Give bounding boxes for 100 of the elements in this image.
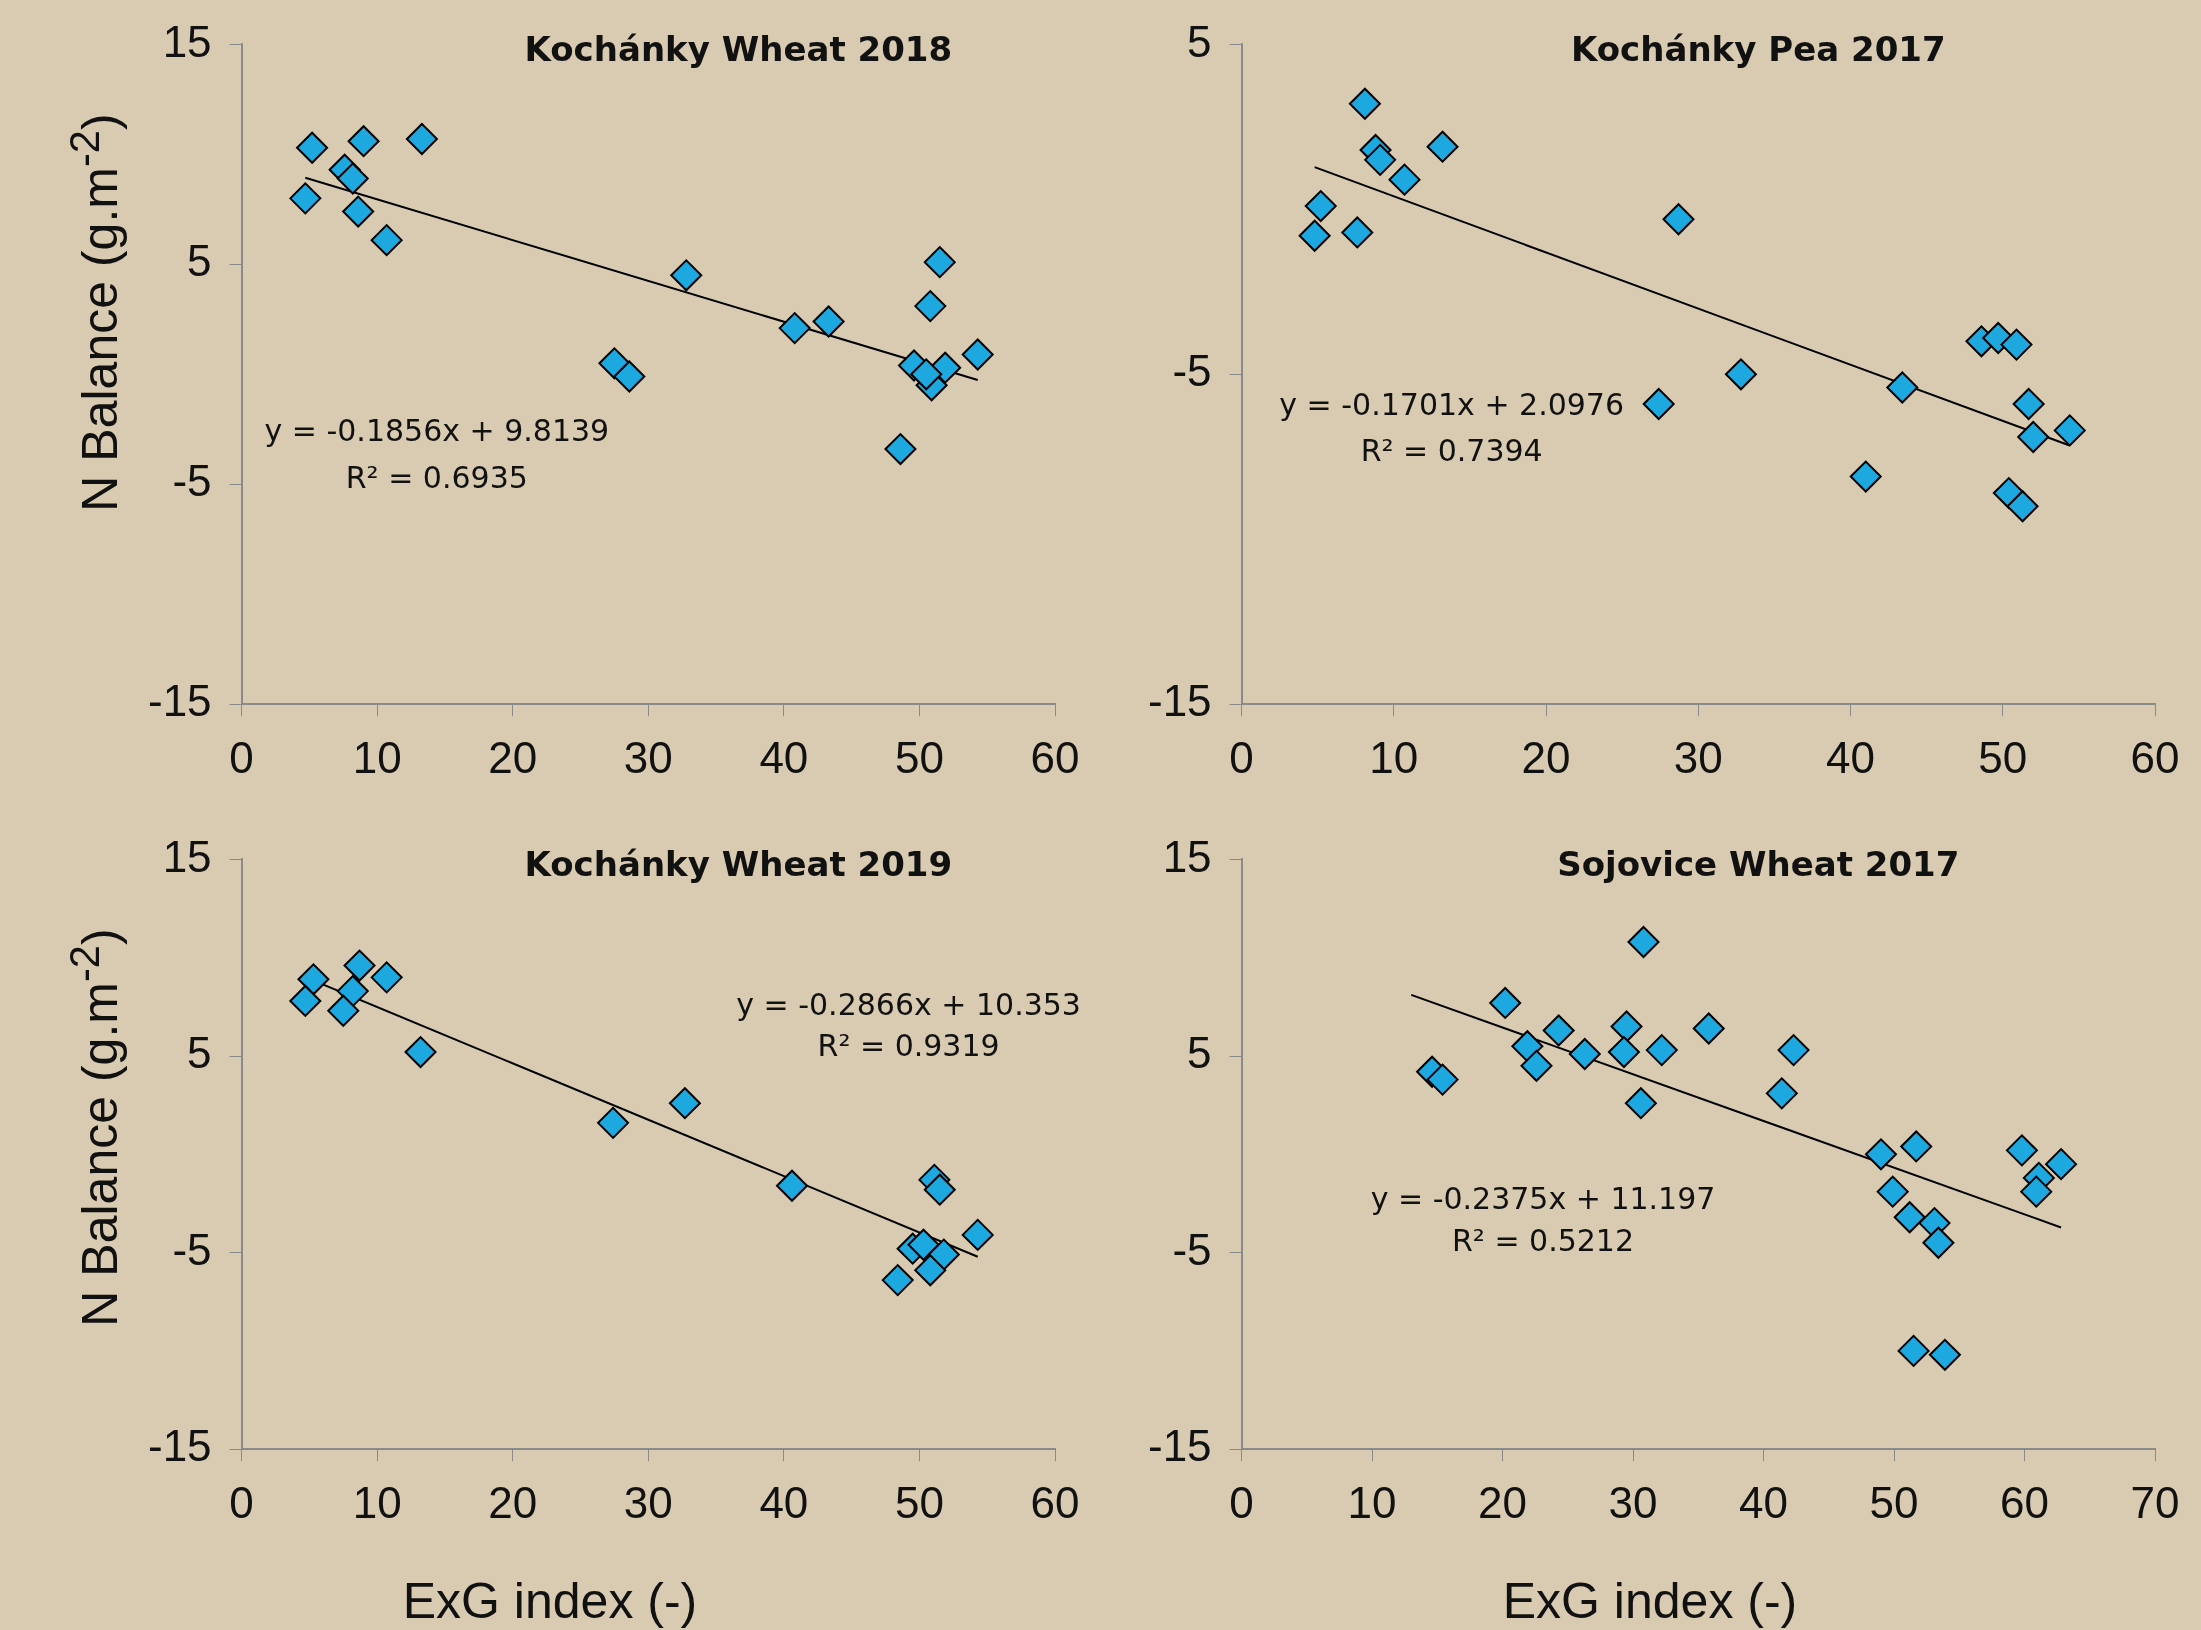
point bbox=[881, 1264, 914, 1297]
x-tick-label: 0 bbox=[1229, 1477, 1254, 1527]
point bbox=[2000, 328, 2033, 361]
point bbox=[1426, 1063, 1459, 1096]
point bbox=[1489, 986, 1522, 1019]
point bbox=[370, 224, 403, 257]
y-tick-label: -15 bbox=[148, 1421, 212, 1471]
x-tick-label: 0 bbox=[229, 732, 254, 782]
x-tick-label: 30 bbox=[1673, 732, 1723, 782]
x-axis-title: ExG index (-) bbox=[1501, 1572, 1799, 1630]
annotation: R² = 0.9319 bbox=[817, 1027, 1000, 1063]
point bbox=[1364, 143, 1397, 176]
chart-title: Sojovice Wheat 2017 bbox=[1557, 844, 1960, 885]
x-tick-label: 0 bbox=[229, 1477, 254, 1527]
point bbox=[668, 1087, 701, 1120]
y-tick-label: 15 bbox=[162, 16, 212, 66]
chart-title: Kochánky Wheat 2019 bbox=[524, 844, 953, 885]
point bbox=[1642, 387, 1675, 420]
x-tick-label: 20 bbox=[488, 732, 538, 782]
point bbox=[297, 963, 330, 996]
point bbox=[1610, 1010, 1643, 1043]
point bbox=[2006, 490, 2039, 523]
point bbox=[776, 1169, 808, 1202]
x-tick-label: 40 bbox=[759, 1477, 809, 1527]
point bbox=[1765, 1077, 1798, 1110]
x-tick-label: 30 bbox=[1608, 1477, 1658, 1527]
point bbox=[289, 182, 322, 215]
x-tick-label: 20 bbox=[1478, 1477, 1528, 1527]
chart-title: Kochánky Wheat 2018 bbox=[524, 29, 953, 70]
point bbox=[1511, 1030, 1544, 1063]
point bbox=[927, 1238, 960, 1271]
y-tick-label: 5 bbox=[187, 236, 212, 286]
point bbox=[1388, 163, 1421, 196]
x-tick-label: 50 bbox=[894, 1477, 944, 1527]
point bbox=[2012, 387, 2045, 420]
point bbox=[778, 312, 811, 345]
point bbox=[910, 358, 943, 391]
point bbox=[347, 125, 380, 158]
point bbox=[1886, 371, 1919, 404]
annotation: R² = 0.5212 bbox=[1451, 1222, 1635, 1258]
point bbox=[1607, 1036, 1640, 1069]
y-tick-label: 15 bbox=[1162, 831, 1212, 881]
x-tick-label: 60 bbox=[2000, 1477, 2049, 1527]
x-tick-label: 10 bbox=[1347, 1477, 1397, 1527]
point bbox=[1922, 1226, 1955, 1259]
point bbox=[1928, 1338, 1961, 1371]
y-tick-label: 5 bbox=[1187, 1028, 1212, 1078]
point bbox=[1876, 1175, 1909, 1208]
point bbox=[1777, 1034, 1810, 1067]
point bbox=[370, 961, 403, 994]
y-tick-label: -15 bbox=[1148, 1421, 1212, 1471]
x-tick-label: 40 bbox=[1739, 1477, 1789, 1527]
y-tick-label: 5 bbox=[187, 1028, 212, 1078]
point bbox=[2045, 1148, 2078, 1181]
point bbox=[961, 1218, 994, 1251]
annotation: y = -0.1701x + 2.0976 bbox=[1279, 387, 1625, 423]
point bbox=[914, 1254, 947, 1287]
y-tick-label: -5 bbox=[172, 456, 212, 506]
point bbox=[1298, 219, 1331, 252]
point bbox=[336, 162, 369, 195]
chart-title: Kochánky Pea 2017 bbox=[1570, 29, 1946, 70]
point bbox=[923, 246, 956, 279]
point bbox=[2053, 414, 2086, 447]
point bbox=[1624, 1087, 1657, 1120]
point bbox=[343, 949, 376, 982]
x-tick-label: 60 bbox=[1030, 1477, 1080, 1527]
x-tick-label: 10 bbox=[352, 732, 402, 782]
point bbox=[670, 259, 703, 292]
point bbox=[405, 122, 438, 155]
point bbox=[812, 305, 845, 338]
point bbox=[1897, 1334, 1930, 1367]
y-tick-label: -5 bbox=[1172, 1224, 1212, 1274]
point bbox=[1341, 216, 1374, 249]
x-tick-label: 10 bbox=[352, 1477, 402, 1527]
point bbox=[1645, 1034, 1678, 1067]
point bbox=[1864, 1138, 1897, 1171]
y-tick-label: -15 bbox=[1148, 676, 1212, 726]
point bbox=[923, 1173, 956, 1206]
point bbox=[914, 290, 947, 323]
point bbox=[1627, 925, 1660, 958]
x-tick-label: 70 bbox=[2130, 1477, 2180, 1527]
y-tick-label: -5 bbox=[172, 1224, 212, 1274]
point bbox=[1893, 1201, 1926, 1234]
x-tick-label: 20 bbox=[1521, 732, 1571, 782]
point bbox=[289, 984, 322, 1017]
point bbox=[1900, 1130, 1933, 1163]
y-tick-label: 15 bbox=[162, 831, 212, 881]
point bbox=[1348, 87, 1381, 120]
point bbox=[1542, 1014, 1575, 1047]
point bbox=[1724, 358, 1757, 391]
point bbox=[342, 195, 375, 228]
point bbox=[327, 994, 360, 1027]
annotation: R² = 0.7394 bbox=[1360, 433, 1543, 469]
point bbox=[2017, 420, 2050, 453]
x-tick-label: 30 bbox=[623, 1477, 673, 1527]
point bbox=[884, 433, 917, 466]
x-tick-label: 60 bbox=[2130, 732, 2180, 782]
x-tick-label: 20 bbox=[488, 1477, 538, 1527]
point bbox=[2005, 1134, 2038, 1167]
y-tick-label: 5 bbox=[1187, 16, 1212, 66]
